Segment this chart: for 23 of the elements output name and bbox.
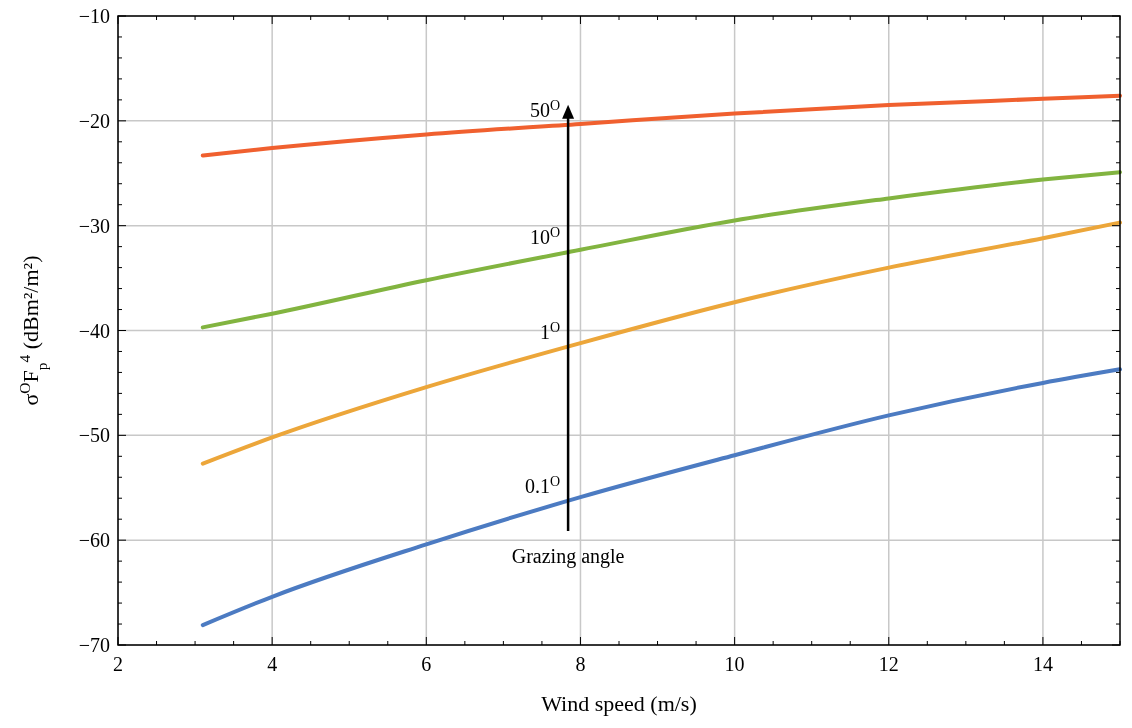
x-tick-label: 6 <box>421 653 432 675</box>
line-series <box>200 93 1122 158</box>
y-tick-label: −40 <box>78 319 110 342</box>
y-tick-label: −50 <box>78 424 110 447</box>
x-axis-title: Wind speed (m/s) <box>541 691 697 716</box>
x-tick-label: 10 <box>724 653 745 675</box>
y-tick-label: −70 <box>78 634 110 656</box>
annotation: 50$^{O}$ <box>529 97 561 121</box>
line-series <box>200 367 1122 628</box>
y-tick-label: −60 <box>78 529 110 552</box>
x-tick-label: 4 <box>267 653 278 675</box>
y-tick-label: −20 <box>78 109 110 132</box>
annotation: 1$^{O}$ <box>539 319 561 343</box>
annotation: 10$^{O}$ <box>529 224 561 249</box>
line-series <box>200 220 1122 466</box>
x-tick-label: 8 <box>575 653 586 675</box>
x-tick-label: 12 <box>878 653 899 675</box>
x-tick-label: 14 <box>1032 653 1053 675</box>
annotation: 0.1$^{O}$ <box>524 473 561 497</box>
y-tick-label: −30 <box>78 214 110 237</box>
y-tick-label: −10 <box>78 5 110 27</box>
x-tick-label: 2 <box>113 653 123 675</box>
annotation: Grazing angle <box>511 544 625 568</box>
